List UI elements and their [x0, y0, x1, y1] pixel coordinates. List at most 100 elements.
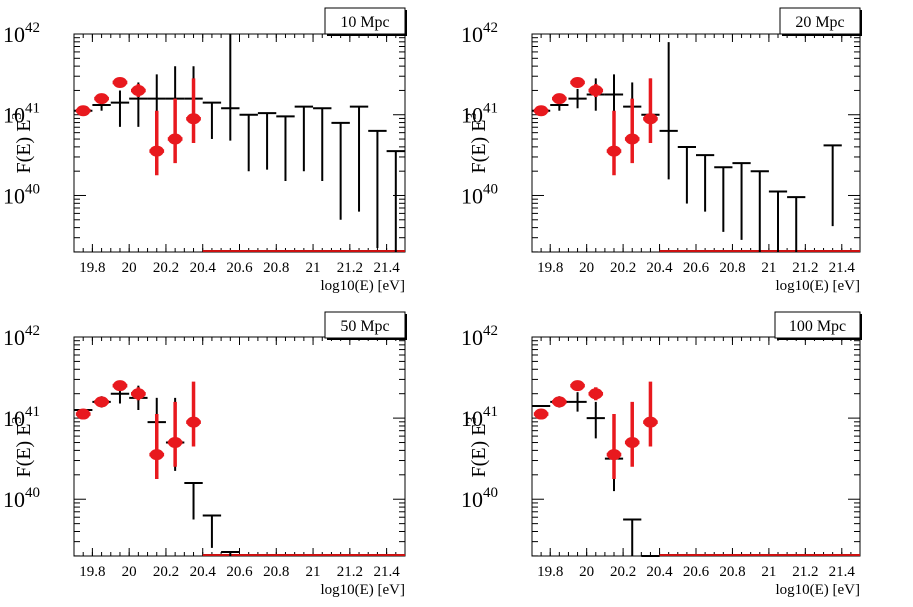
y-axis-label-exponent: 3	[465, 113, 480, 120]
x-tick-label: 21	[306, 564, 321, 580]
x-tick-label: 21.4	[373, 260, 400, 276]
x-tick-label: 20	[122, 260, 137, 276]
data-marker	[76, 408, 91, 420]
data-marker	[552, 396, 567, 408]
y-tick-label: 1041	[461, 101, 498, 128]
data-marker	[168, 133, 183, 145]
sim-point	[568, 392, 587, 412]
y-tick-label: 1042	[461, 323, 498, 350]
data-point	[552, 396, 567, 408]
y-tick-exponent: 42	[25, 20, 40, 36]
y-tick-label: 1041	[461, 404, 498, 431]
y-tick-label: 1040	[3, 181, 40, 208]
series-data	[533, 76, 658, 176]
data-marker	[570, 380, 585, 392]
data-point	[552, 93, 567, 105]
data-point	[624, 98, 640, 164]
y-tick-label: 1041	[3, 404, 40, 431]
y-tick-exponent: 42	[25, 323, 40, 339]
chart-title: 20 Mpc	[795, 14, 844, 31]
data-marker	[534, 105, 549, 117]
data-marker	[588, 85, 603, 97]
x-tick-label: 21.2	[792, 564, 818, 580]
sim-point	[586, 401, 605, 439]
x-tick-label: 20.2	[153, 564, 179, 580]
y-tick-exponent: 40	[483, 485, 498, 501]
data-marker	[168, 436, 183, 448]
y-axis-label-exponent: 3	[465, 417, 480, 424]
x-tick-label: 20.4	[646, 564, 673, 580]
y-tick-label: 1040	[461, 485, 498, 512]
x-tick-label: 20.6	[226, 564, 253, 580]
data-marker	[570, 76, 585, 88]
data-marker	[94, 93, 109, 105]
data-point	[167, 401, 183, 467]
data-marker	[131, 388, 146, 400]
y-tick-label: 1042	[461, 20, 498, 47]
x-tick-label: 19.8	[79, 564, 105, 580]
chart-panel-1: 19.8 20 20.2 20.4 20.6 20.8 21 21.2 21.4 log10(E)…	[3, 7, 407, 294]
data-marker	[552, 93, 567, 105]
series-simulation	[74, 34, 405, 252]
x-tick-label: 20.6	[683, 260, 710, 276]
sim-point	[750, 170, 769, 252]
data-point	[149, 414, 165, 479]
chart-title: 50 Mpc	[340, 318, 389, 335]
data-point	[94, 93, 109, 105]
data-marker	[625, 133, 640, 145]
data-marker	[625, 436, 640, 448]
data-marker	[112, 76, 127, 88]
x-axis-label: log10(E) [eV]	[320, 582, 405, 598]
y-tick-label: 1042	[3, 323, 40, 350]
data-point	[643, 78, 658, 143]
plot-frame	[531, 336, 861, 557]
x-axis-label: log10(E) [eV]	[775, 278, 860, 294]
chart-title: 10 Mpc	[340, 14, 389, 31]
data-marker	[149, 145, 164, 157]
x-tick-label: 21.2	[337, 260, 363, 276]
y-tick-label: 1040	[461, 181, 498, 208]
y-tick-label: 1040	[3, 485, 40, 512]
data-marker	[607, 145, 621, 157]
x-tick-label: 20.2	[610, 260, 636, 276]
sim-point	[768, 190, 788, 252]
y-tick-base: 10	[461, 325, 483, 350]
y-tick-exponent: 41	[483, 404, 498, 420]
y-tick-label: 1042	[3, 20, 40, 47]
x-tick-label: 20.2	[610, 564, 636, 580]
y-tick-base: 10	[461, 406, 483, 431]
y-axis-label-main: F(E) E	[468, 424, 490, 478]
sim-point	[202, 101, 222, 139]
y-tick-exponent: 40	[25, 181, 40, 197]
data-point	[624, 401, 640, 467]
sim-point	[386, 150, 405, 252]
y-tick-exponent: 41	[25, 404, 40, 420]
x-tick-label: 20.8	[719, 564, 745, 580]
y-axis-label-main: F(E) E	[468, 120, 490, 174]
x-axis-label: log10(E) [eV]	[775, 582, 860, 598]
data-point	[570, 76, 585, 88]
data-point	[606, 414, 622, 479]
chart-title: 100 Mpc	[789, 318, 846, 335]
data-marker	[112, 380, 127, 392]
x-axis-label: log10(E) [eV]	[320, 278, 405, 294]
title-box	[324, 311, 406, 339]
x-tick-label: 21.4	[373, 564, 400, 580]
plot-frame	[531, 33, 861, 253]
data-point	[186, 381, 201, 447]
plot-frame	[73, 336, 406, 557]
x-tick-label: 20	[122, 564, 137, 580]
sim-point	[276, 115, 295, 181]
sim-point	[604, 74, 624, 115]
sim-point	[732, 162, 751, 240]
chart-panel-4: 19.8 20 20.2 20.4 20.6 20.8 21 21.2 21.4 log10(E)…	[461, 311, 862, 598]
x-tick-label: 20	[579, 564, 594, 580]
data-point	[588, 84, 604, 97]
x-tick-label: 20.8	[263, 260, 289, 276]
series-simulation	[532, 42, 842, 252]
y-tick-exponent: 40	[25, 485, 40, 501]
y-tick-label: 1041	[3, 101, 40, 128]
title-box	[324, 7, 406, 35]
sim-point	[568, 88, 587, 109]
y-tick-exponent: 42	[483, 323, 498, 339]
